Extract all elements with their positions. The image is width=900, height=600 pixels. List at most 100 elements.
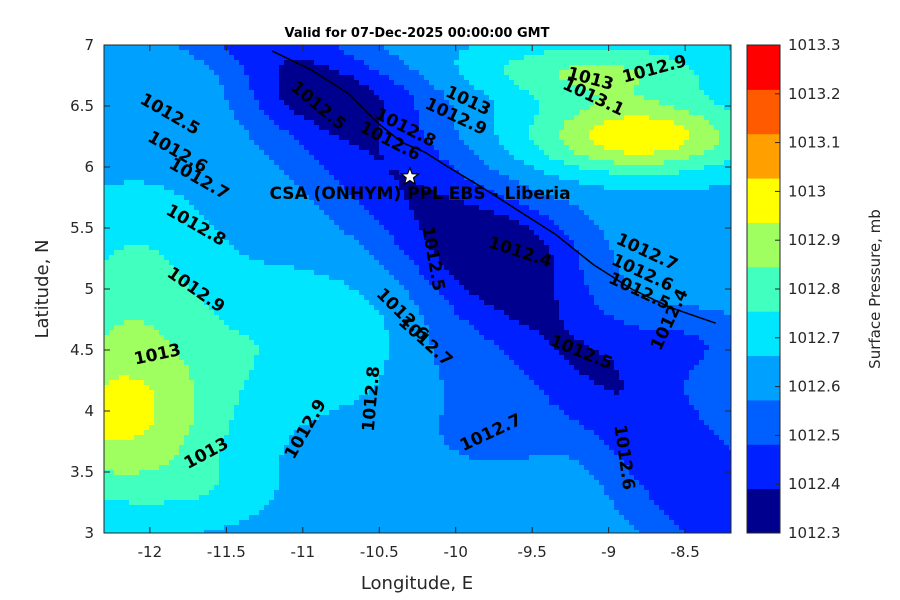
field-cell	[254, 205, 260, 211]
field-cell	[659, 180, 665, 186]
field-cell	[574, 235, 580, 241]
field-cell	[519, 75, 525, 81]
field-cell	[274, 165, 280, 171]
field-cell	[419, 170, 425, 176]
field-cell	[139, 70, 145, 76]
field-cell	[644, 95, 650, 101]
field-cell	[414, 215, 420, 221]
field-cell	[584, 215, 590, 221]
field-cell	[304, 230, 310, 236]
field-cell	[179, 65, 185, 71]
field-cell	[309, 225, 315, 231]
field-cell	[274, 110, 280, 116]
field-cell	[314, 210, 320, 216]
field-cell	[124, 210, 130, 216]
field-cell	[704, 150, 710, 156]
field-cell	[534, 160, 540, 166]
field-cell	[264, 195, 270, 201]
field-cell	[729, 175, 731, 181]
field-cell	[169, 195, 175, 201]
field-cell	[349, 70, 355, 76]
field-cell	[214, 95, 220, 101]
field-cell	[644, 215, 650, 221]
field-cell	[624, 200, 630, 206]
field-cell	[574, 95, 580, 101]
field-cell	[289, 45, 295, 51]
field-cell	[229, 95, 235, 101]
field-cell	[139, 110, 145, 116]
field-cell	[374, 180, 380, 186]
field-cell	[324, 65, 330, 71]
field-cell	[604, 145, 610, 151]
field-cell	[189, 225, 195, 231]
field-cell	[609, 80, 615, 86]
field-cell	[379, 160, 385, 166]
field-cell	[619, 230, 625, 236]
field-cell	[659, 120, 665, 126]
field-cell	[114, 85, 120, 91]
field-cell	[494, 130, 500, 136]
field-cell	[494, 45, 500, 51]
field-cell	[294, 90, 300, 96]
field-cell	[244, 225, 250, 231]
field-cell	[339, 240, 345, 246]
field-cell	[644, 235, 650, 241]
field-cell	[109, 210, 115, 216]
field-cell	[204, 165, 210, 171]
field-cell	[239, 140, 245, 146]
field-cell	[714, 200, 720, 206]
field-cell	[149, 240, 155, 246]
field-cell	[109, 70, 115, 76]
field-cell	[624, 85, 630, 91]
field-cell	[219, 140, 225, 146]
field-cell	[534, 70, 540, 76]
field-cell	[384, 150, 390, 156]
field-cell	[714, 170, 720, 176]
field-cell	[524, 110, 530, 116]
field-cell	[234, 105, 240, 111]
field-cell	[379, 230, 385, 236]
field-cell	[394, 170, 400, 176]
field-cell	[309, 105, 315, 111]
field-cell	[344, 215, 350, 221]
field-cell	[634, 150, 640, 156]
field-cell	[124, 105, 130, 111]
field-cell	[224, 240, 230, 246]
field-cell	[239, 75, 245, 81]
field-cell	[689, 140, 695, 146]
field-cell	[364, 45, 370, 51]
field-cell	[229, 110, 235, 116]
field-cell	[244, 180, 250, 186]
field-cell	[404, 235, 410, 241]
field-cell	[399, 215, 405, 221]
field-cell	[374, 150, 380, 156]
field-cell	[324, 110, 330, 116]
field-cell	[399, 185, 405, 191]
field-cell	[154, 215, 160, 221]
field-cell	[154, 220, 160, 226]
field-cell	[319, 130, 325, 136]
field-cell	[104, 240, 110, 246]
field-cell	[539, 215, 545, 221]
field-cell	[314, 65, 320, 71]
field-cell	[649, 135, 655, 141]
field-cell	[369, 165, 375, 171]
field-cell	[459, 210, 465, 216]
field-cell	[109, 180, 115, 186]
field-cell	[614, 135, 620, 141]
field-cell	[559, 115, 565, 121]
field-cell	[394, 150, 400, 156]
field-cell	[439, 165, 445, 171]
field-cell	[204, 180, 210, 186]
field-cell	[194, 60, 200, 66]
field-cell	[214, 125, 220, 131]
field-cell	[659, 215, 665, 221]
field-cell	[619, 210, 625, 216]
field-cell	[264, 135, 270, 141]
field-cell	[529, 190, 535, 196]
field-cell	[229, 160, 235, 166]
field-cell	[294, 95, 300, 101]
field-cell	[584, 165, 590, 171]
field-cell	[224, 120, 230, 126]
field-cell	[589, 95, 595, 101]
